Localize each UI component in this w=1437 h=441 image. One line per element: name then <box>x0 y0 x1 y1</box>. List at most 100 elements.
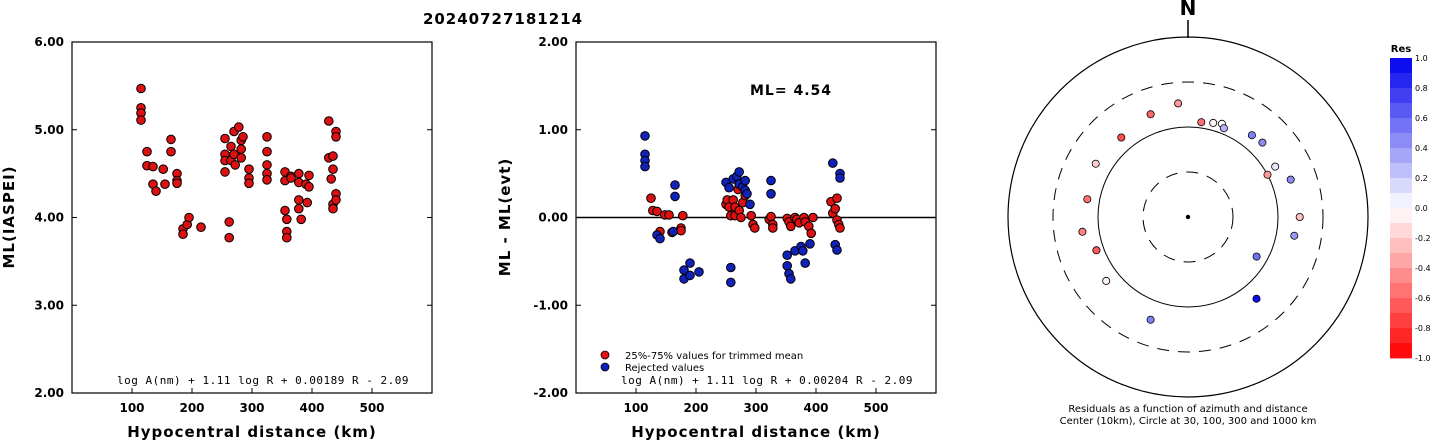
legend-marker-rejected <box>600 362 610 372</box>
polar-caption-2: Center (10km), Circle at 30, 100, 300 an… <box>1060 416 1317 427</box>
colorbar-cell <box>1390 73 1412 89</box>
x-tick-label: 400 <box>803 401 828 415</box>
axis-ticks: 100 200 300 400 500 2.00 3.00 4.00 5.00 6.00 <box>34 35 432 415</box>
data-point <box>726 262 736 273</box>
data-point <box>136 115 146 125</box>
data-point <box>262 160 272 170</box>
data-point <box>640 161 650 172</box>
data-point <box>328 151 338 161</box>
data-point <box>148 161 158 172</box>
axis-ticks: 100 200 300 400 500 -2.00 -1.00 0.00 1.00 2.00 <box>533 35 936 415</box>
data-point <box>196 222 206 232</box>
circle-30km <box>1142 171 1234 263</box>
x-tick-label: 200 <box>683 401 708 415</box>
colorbar-cells <box>1390 58 1412 359</box>
azimuth-residual-panel: N Residuals as a function of azimuth and… <box>1007 0 1369 427</box>
data-point <box>768 223 778 233</box>
data-points <box>640 131 845 288</box>
data-point <box>294 203 304 214</box>
y-tick-label: 1.00 <box>538 123 568 137</box>
colorbar-cell <box>1390 283 1412 299</box>
y-tick-label: -1.00 <box>533 298 568 312</box>
data-point <box>178 229 188 239</box>
circle-100km <box>1097 126 1279 308</box>
y-tick-label: 0.00 <box>538 211 568 225</box>
data-point <box>685 270 695 281</box>
data-point <box>655 233 665 244</box>
station-markers <box>1078 99 1304 324</box>
data-point <box>832 245 842 255</box>
colorbar-cell <box>1390 88 1412 104</box>
data-point <box>668 226 679 237</box>
y-tick-label: 2.00 <box>538 35 568 49</box>
colorbar-tick-label: -0.4 <box>1415 264 1431 273</box>
plot-frame <box>71 41 433 394</box>
station-marker <box>1083 195 1092 204</box>
data-point <box>640 131 650 141</box>
station-marker <box>1197 118 1206 127</box>
data-point <box>670 191 680 202</box>
data-point <box>745 199 755 210</box>
formula-text: log A(nm) + 1.11 log R + 0.00189 R - 2.0… <box>117 374 409 387</box>
colorbar-tick-label: -1.0 <box>1415 354 1431 363</box>
data-point <box>262 132 272 142</box>
station-marker <box>1286 175 1295 184</box>
station-marker <box>1252 294 1261 303</box>
data-point <box>726 277 736 288</box>
data-point <box>184 212 194 223</box>
data-point <box>230 160 240 170</box>
colorbar-cell <box>1390 268 1412 284</box>
legend-marker-trimmed <box>600 350 610 360</box>
colorbar-cell <box>1390 253 1412 269</box>
data-point <box>244 178 254 189</box>
y-tick-label: 2.00 <box>34 386 64 400</box>
circle-1000km <box>1007 36 1369 398</box>
x-tick-label: 100 <box>623 401 648 415</box>
station-marker <box>1252 252 1261 261</box>
station-marker <box>1174 99 1183 108</box>
data-points <box>136 83 341 243</box>
station-marker <box>1295 212 1304 221</box>
colorbar-cell <box>1390 103 1412 119</box>
station-marker <box>1146 315 1155 324</box>
data-point <box>676 225 686 236</box>
colorbar-cell <box>1390 163 1412 179</box>
data-point <box>835 223 845 233</box>
x-tick-label: 300 <box>743 401 768 415</box>
colorbar-cell <box>1390 223 1412 239</box>
x-tick-label: 100 <box>119 401 144 415</box>
data-point <box>220 167 230 177</box>
colorbar-cell <box>1390 148 1412 164</box>
data-point <box>226 141 236 152</box>
data-point <box>326 174 337 184</box>
colorbar-cell <box>1390 193 1412 209</box>
station-marker <box>1102 276 1111 285</box>
station-marker <box>1219 124 1228 133</box>
residual-distance-panel: 100 200 300 400 500 -2.00 -1.00 0.00 1.00 2.00 ML… <box>496 35 937 441</box>
y-tick-label: 3.00 <box>34 298 64 312</box>
legend-label-rejected: Rejected values <box>625 363 704 374</box>
colorbar-tick-label: 0.0 <box>1415 204 1428 213</box>
data-point <box>786 274 796 284</box>
data-point <box>746 210 757 221</box>
polar-caption-1: Residuals as a function of azimuth and d… <box>1068 404 1307 415</box>
data-point <box>304 182 314 192</box>
data-point <box>830 203 841 214</box>
data-point <box>678 210 688 221</box>
data-point <box>646 193 656 203</box>
y-axis-label: ML - ML(evt) <box>496 158 514 276</box>
data-point <box>304 170 314 181</box>
data-point <box>694 267 704 277</box>
station-marker <box>1091 159 1100 168</box>
data-point <box>328 203 338 214</box>
data-point <box>806 228 817 239</box>
data-point <box>262 175 272 185</box>
data-point <box>294 168 304 179</box>
data-point <box>151 186 161 196</box>
data-point <box>294 195 304 205</box>
data-point <box>158 164 168 174</box>
north-label: N <box>1180 0 1197 20</box>
data-point <box>766 211 776 222</box>
data-point <box>282 232 292 243</box>
